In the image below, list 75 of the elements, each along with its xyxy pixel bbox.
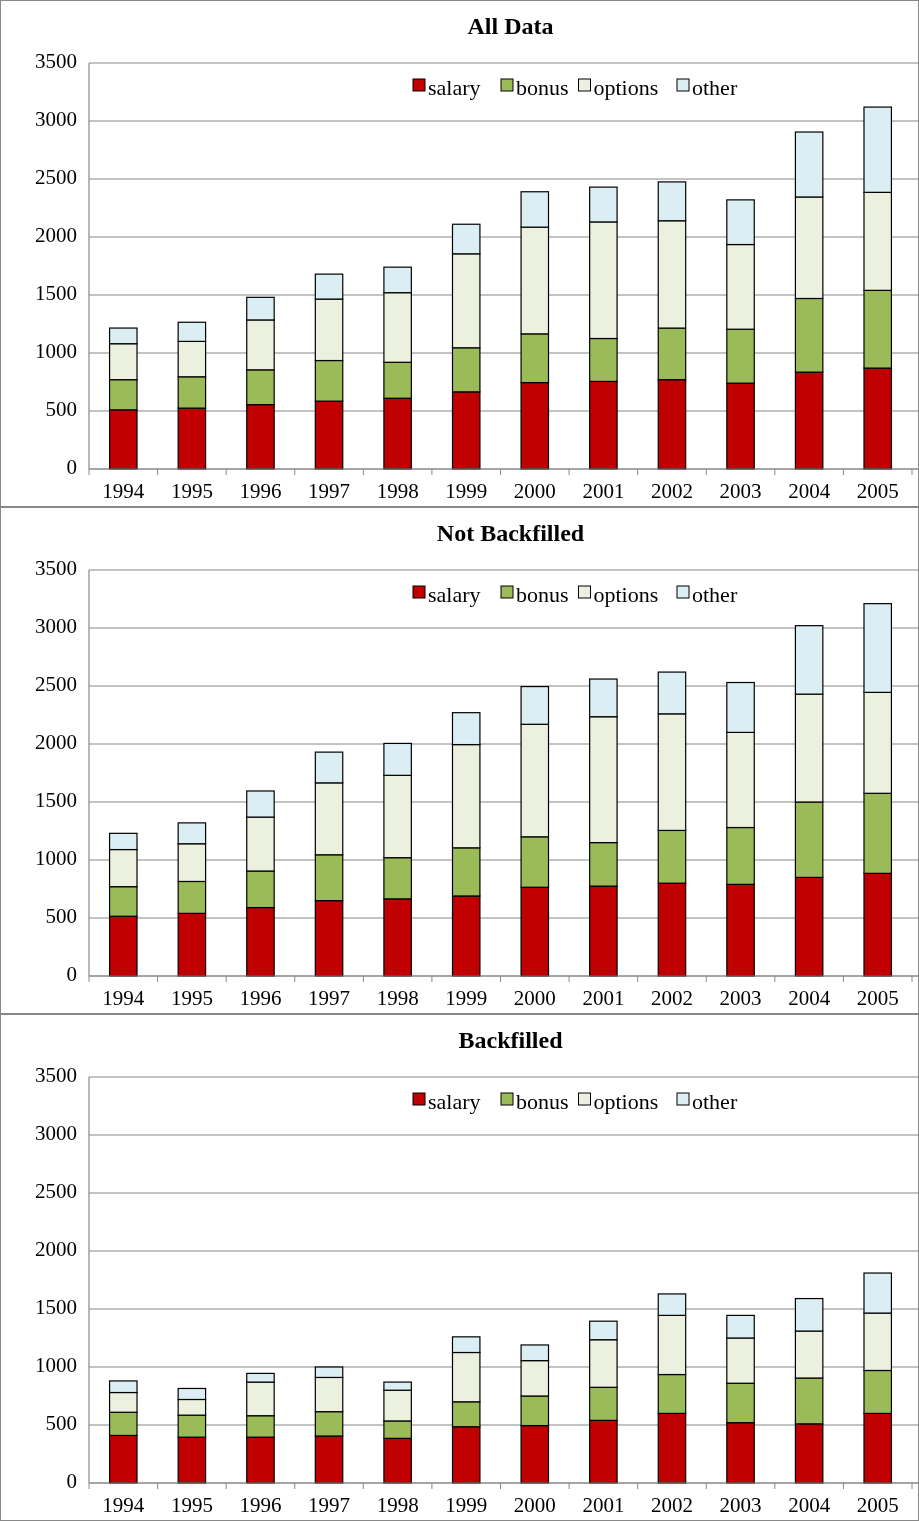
y-tick-label: 3000	[35, 613, 77, 638]
x-tick-label: 1995	[170, 478, 213, 503]
y-tick-label: 3500	[35, 48, 77, 73]
x-tick-label: 1996	[239, 985, 282, 1010]
x-tick-label: 2001	[582, 985, 625, 1010]
y-tick-label: 0	[66, 454, 77, 479]
y-tick-label: 2500	[35, 164, 77, 189]
x-tick-label: 1995	[170, 1492, 213, 1517]
legend-label: other	[692, 1089, 738, 1115]
x-tick-label: 2001	[582, 1492, 625, 1517]
legend-label: options	[593, 582, 659, 608]
x-tick-label: 1994	[102, 1492, 145, 1517]
x-tick-label: 2003	[719, 1492, 762, 1517]
x-tick-label: 2000	[513, 985, 556, 1010]
chart-title: All Data	[467, 13, 554, 39]
chart-title: Not Backfilled	[436, 520, 585, 546]
y-tick-label: 2000	[35, 222, 77, 247]
legend-label: bonus	[516, 582, 569, 608]
x-tick-label: 1994	[102, 985, 145, 1010]
x-tick-label: 1997	[308, 478, 351, 503]
legend-label: other	[692, 75, 738, 101]
x-tick-label: 2001	[582, 478, 625, 503]
y-tick-label: 0	[66, 961, 77, 986]
x-tick-label: 2002	[650, 1492, 693, 1517]
legend-label: bonus	[516, 1089, 569, 1115]
x-tick-label: 1999	[445, 1492, 488, 1517]
legend-label: salary	[428, 75, 481, 101]
y-tick-label: 1000	[35, 338, 77, 363]
x-tick-label: 2003	[719, 985, 762, 1010]
y-tick-label: 500	[45, 1410, 77, 1435]
x-tick-label: 1997	[308, 985, 351, 1010]
x-tick-label: 2004	[788, 478, 831, 503]
legend-label: other	[692, 582, 738, 608]
x-tick-label: 2002	[650, 478, 693, 503]
y-tick-label: 1500	[35, 280, 77, 305]
x-tick-label: 1995	[170, 985, 213, 1010]
legend-label: options	[593, 1089, 659, 1115]
x-tick-label: 1998	[376, 1492, 419, 1517]
y-tick-label: 3000	[35, 106, 77, 131]
y-tick-label: 1500	[35, 1294, 77, 1319]
y-tick-label: 500	[45, 903, 77, 928]
x-tick-label: 2005	[856, 478, 899, 503]
x-tick-label: 1996	[239, 1492, 282, 1517]
x-tick-label: 2005	[856, 1492, 899, 1517]
y-tick-label: 3500	[35, 1062, 77, 1087]
y-tick-label: 3500	[35, 555, 77, 580]
y-tick-label: 1000	[35, 1352, 77, 1377]
x-tick-label: 1998	[376, 985, 419, 1010]
x-tick-label: 1997	[308, 1492, 351, 1517]
x-tick-label: 2005	[856, 985, 899, 1010]
y-tick-label: 3000	[35, 1120, 77, 1145]
x-tick-label: 2003	[719, 478, 762, 503]
legend-label: options	[593, 75, 659, 101]
y-tick-label: 2500	[35, 671, 77, 696]
y-tick-label: 2000	[35, 1236, 77, 1261]
y-tick-label: 1500	[35, 787, 77, 812]
legend-label: bonus	[516, 75, 569, 101]
x-tick-label: 1999	[445, 985, 488, 1010]
x-tick-label: 2004	[788, 1492, 831, 1517]
x-tick-label: 1999	[445, 478, 488, 503]
x-tick-label: 2002	[650, 985, 693, 1010]
x-tick-label: 2000	[513, 1492, 556, 1517]
x-tick-label: 2000	[513, 478, 556, 503]
x-tick-label: 1998	[376, 478, 419, 503]
legend-label: salary	[428, 582, 481, 608]
y-tick-label: 500	[45, 396, 77, 421]
y-tick-label: 2500	[35, 1178, 77, 1203]
x-tick-label: 2004	[788, 985, 831, 1010]
x-tick-label: 1994	[102, 478, 145, 503]
y-tick-label: 0	[66, 1468, 77, 1493]
y-tick-label: 1000	[35, 845, 77, 870]
x-tick-label: 1996	[239, 478, 282, 503]
chart-title: Backfilled	[458, 1027, 564, 1053]
legend-label: salary	[428, 1089, 481, 1115]
y-tick-label: 2000	[35, 729, 77, 754]
